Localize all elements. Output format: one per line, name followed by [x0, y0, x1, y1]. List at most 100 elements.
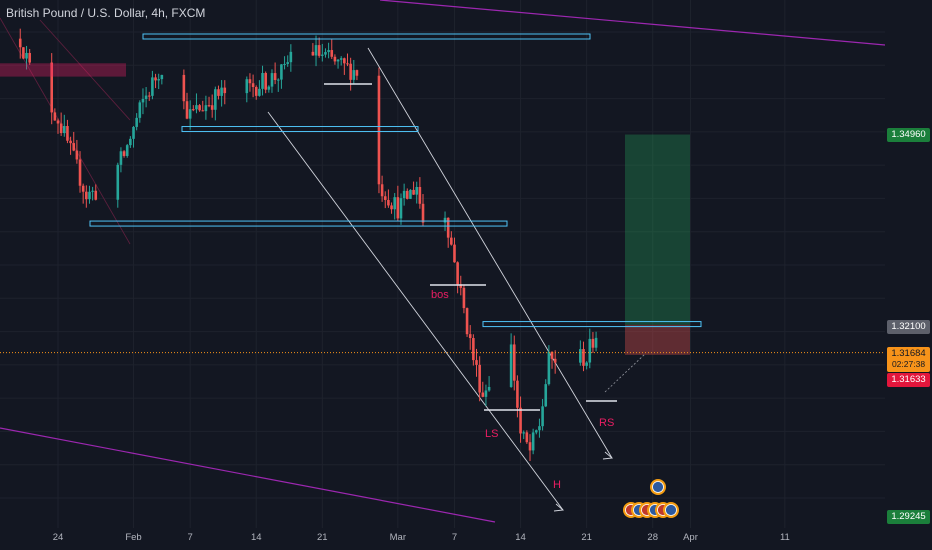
bos-label: bos	[431, 289, 449, 301]
candle-up	[276, 79, 280, 81]
x-tick-label: 7	[188, 532, 193, 543]
trend-line-upper	[379, 0, 886, 46]
projection-line	[604, 353, 646, 393]
x-tick-label: Mar	[390, 532, 406, 543]
candle-down	[355, 70, 359, 76]
candle-down	[405, 190, 409, 199]
candle-down	[53, 112, 57, 121]
target-price-label: 1.34960	[887, 128, 930, 142]
position-target-zone	[625, 134, 690, 325]
channel-line-upper	[367, 47, 613, 459]
candle-down	[185, 101, 189, 119]
price-scale[interactable]	[885, 0, 932, 550]
x-tick-label: 28	[647, 532, 658, 543]
candle-down	[56, 120, 60, 124]
candle-down	[465, 308, 469, 335]
candle-up	[588, 338, 592, 363]
last-price-value: 1.31684	[891, 348, 926, 359]
candle-up	[135, 117, 138, 127]
candle-up	[25, 52, 28, 59]
low-price-label: 1.29245	[887, 510, 930, 524]
candle-down	[377, 75, 381, 185]
candle-down	[207, 105, 211, 107]
candle-down	[525, 432, 529, 443]
x-tick-label: 24	[53, 532, 64, 543]
candle-down	[456, 262, 459, 285]
candle-up	[339, 58, 343, 60]
symbol-title: British Pound / U.S. Dollar, 4h, FXCM	[6, 6, 206, 20]
candle-down	[75, 150, 79, 160]
candle-up	[138, 102, 142, 118]
time-axis: 24 Feb 7 14 21 Mar 7 14 21 28 Apr 11	[53, 532, 790, 543]
neckline-zone	[482, 321, 702, 328]
candle-down	[182, 74, 186, 102]
candle-down	[512, 344, 516, 381]
resistance-zone	[142, 33, 591, 40]
candle-up	[245, 79, 249, 94]
candle-up	[144, 95, 148, 100]
candle-up	[443, 217, 447, 223]
candle-down	[72, 143, 76, 151]
candle-down	[582, 349, 585, 366]
stop-price-label: 1.31633	[887, 373, 930, 387]
head-label: H	[553, 479, 561, 491]
candle-down	[273, 73, 277, 81]
candle-down	[472, 338, 475, 361]
candle-up	[579, 349, 582, 363]
candle-up	[157, 79, 160, 81]
grid	[0, 0, 885, 528]
candle-up	[321, 54, 324, 56]
candle-down	[69, 140, 72, 144]
candle-up	[402, 190, 406, 199]
candle-down	[78, 159, 82, 186]
candle-down	[343, 58, 346, 64]
candle-down	[198, 105, 201, 111]
x-tick-label: Feb	[125, 532, 141, 543]
candle-up	[141, 99, 145, 103]
candle-down	[66, 126, 69, 141]
x-tick-label: 21	[581, 532, 592, 543]
candle-up	[204, 105, 208, 112]
candle-up	[62, 126, 66, 134]
candle-up	[534, 430, 538, 433]
candle-down	[450, 237, 453, 245]
candle-down	[380, 184, 384, 197]
candle-down	[459, 284, 463, 288]
trend-line-lower	[0, 427, 496, 523]
bar-countdown: 02:27:38	[891, 359, 926, 369]
candle-up	[484, 390, 488, 397]
candle-up	[88, 191, 91, 200]
candle-up	[538, 426, 541, 431]
candle-down	[122, 151, 126, 156]
candle-down	[223, 87, 227, 94]
candle-up	[261, 73, 264, 89]
channel-line-lower	[267, 111, 564, 511]
candle-up	[594, 337, 598, 348]
candle-down	[478, 364, 481, 393]
candle-down	[248, 79, 252, 84]
candle-down	[481, 392, 485, 397]
candle-down	[28, 52, 31, 63]
candle-up	[125, 145, 129, 156]
candle-down	[468, 334, 472, 339]
candle-up	[541, 406, 544, 427]
candle-up	[585, 362, 588, 366]
candle-down	[251, 83, 255, 88]
channel-arrow-upper	[602, 451, 614, 460]
candle-down	[453, 244, 456, 263]
candle-down	[311, 51, 315, 56]
candle-up	[129, 138, 132, 146]
x-tick-label: 21	[317, 532, 328, 543]
candle-down	[418, 187, 422, 204]
candle-down	[421, 203, 425, 223]
candle-down	[147, 95, 151, 97]
candle-down	[50, 62, 54, 113]
channel-arrow-lower	[553, 503, 565, 512]
candle-up	[547, 351, 551, 385]
candle-up	[522, 432, 526, 434]
position-stop-zone	[625, 324, 690, 355]
candle-up	[195, 105, 198, 110]
candle-down	[192, 109, 195, 111]
candle-up	[289, 51, 293, 63]
